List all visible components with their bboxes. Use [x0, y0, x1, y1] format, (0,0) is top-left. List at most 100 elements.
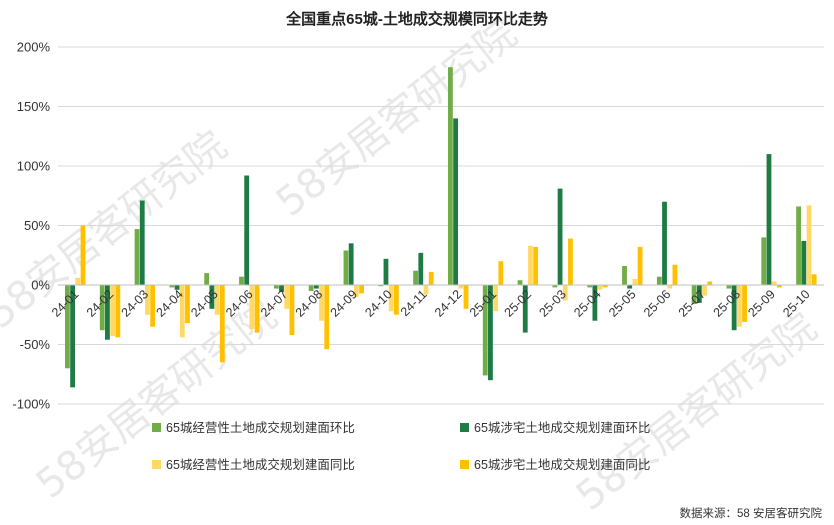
- y-tick-label: 150%: [17, 99, 51, 114]
- bar: [602, 285, 608, 288]
- bar: [448, 67, 453, 285]
- legend-label: 65城涉宅土地成交规划建面同比: [474, 457, 650, 472]
- bar: [776, 285, 782, 288]
- legend-label: 65城经营性土地成交规划建面环比: [166, 420, 355, 435]
- bar: [289, 285, 295, 335]
- bar: [696, 285, 702, 303]
- bar: [418, 252, 424, 285]
- bar: [204, 273, 210, 285]
- bar: [383, 258, 389, 285]
- bar: [811, 274, 817, 285]
- bar: [254, 285, 260, 333]
- bar: [587, 285, 593, 288]
- bar: [691, 285, 697, 305]
- bars: [65, 67, 817, 388]
- bar: [597, 285, 603, 290]
- x-tick-label: 25-09: [745, 287, 778, 320]
- y-tick-label: 0%: [31, 278, 50, 293]
- bar: [428, 271, 434, 285]
- bar: [463, 285, 469, 309]
- bar: [731, 285, 737, 331]
- x-axis: 24-01 24-02 24-03 24-04 24-05 24-06 24-07 24-08…: [49, 287, 813, 320]
- bar: [244, 175, 250, 285]
- bar: [801, 240, 807, 285]
- bar: [517, 280, 523, 285]
- bar: [110, 285, 116, 337]
- bar: [75, 277, 81, 285]
- y-tick-label: 100%: [17, 159, 51, 174]
- bar: [627, 285, 633, 289]
- legend-label: 65城涉宅土地成交规划建面环比: [474, 420, 650, 435]
- bar: [145, 285, 150, 315]
- bar: [796, 206, 801, 285]
- x-tick-label: 25-06: [641, 287, 674, 320]
- bar: [667, 285, 673, 289]
- bar: [806, 205, 812, 285]
- bar: [637, 246, 643, 285]
- x-tick-label: 25-05: [606, 287, 639, 320]
- bar: [742, 285, 747, 322]
- bar: [239, 276, 244, 285]
- y-tick-label: 50%: [24, 218, 50, 233]
- bar: [174, 285, 180, 290]
- bar: [528, 245, 533, 285]
- y-tick-label: 200%: [17, 40, 51, 55]
- bar: [319, 285, 324, 321]
- bar: [493, 285, 499, 312]
- x-tick-label: 24-12: [432, 287, 465, 320]
- bar: [343, 250, 349, 285]
- source-note: 数据来源：58 安居客研究院: [680, 506, 823, 520]
- bar: [348, 243, 354, 285]
- bar: [105, 285, 110, 340]
- legend-swatch: [152, 460, 161, 469]
- bar: [557, 188, 563, 285]
- gridlines: [58, 46, 824, 405]
- legend: 65城经营性土地成交规划建面环比 65城涉宅土地成交规划建面环比 65城经营性土地成…: [152, 420, 650, 472]
- bar: [219, 285, 225, 363]
- bar: [313, 285, 319, 289]
- bar: [70, 285, 76, 388]
- y-tick-label: -100%: [12, 397, 50, 412]
- y-tick-label: -50%: [20, 337, 51, 352]
- x-tick-label: 25-02: [502, 287, 535, 320]
- bar: [134, 229, 140, 285]
- bar: [562, 285, 568, 301]
- bar: [622, 265, 627, 285]
- bar: [249, 285, 255, 330]
- bar: [273, 285, 279, 289]
- bar: [324, 285, 330, 350]
- bar: [139, 200, 145, 285]
- bar: [150, 285, 156, 327]
- bar: [378, 285, 384, 287]
- legend-swatch: [152, 423, 161, 432]
- bar: [388, 285, 394, 312]
- bar: [284, 285, 290, 309]
- bar: [179, 285, 185, 338]
- bar: [214, 285, 220, 315]
- bar: [568, 238, 573, 285]
- bar: [632, 279, 638, 285]
- bar: [552, 285, 558, 288]
- legend-label: 65城经营性土地成交规划建面同比: [166, 457, 355, 472]
- watermark-text: 58安居客研究院: [268, 11, 526, 226]
- bar: [115, 285, 121, 338]
- bar: [488, 285, 493, 381]
- bar: [761, 237, 767, 285]
- bar: [458, 285, 464, 289]
- bar: [726, 285, 732, 289]
- bar: [533, 246, 539, 285]
- bar: [592, 285, 598, 321]
- bar: [522, 285, 528, 333]
- bar: [707, 281, 713, 285]
- bar: [393, 285, 399, 315]
- bar: [423, 285, 429, 295]
- bar: [656, 276, 662, 285]
- bar: [672, 264, 678, 285]
- bar: [99, 285, 105, 331]
- bar: [359, 285, 364, 294]
- bar: [771, 281, 777, 285]
- bar: [279, 285, 284, 293]
